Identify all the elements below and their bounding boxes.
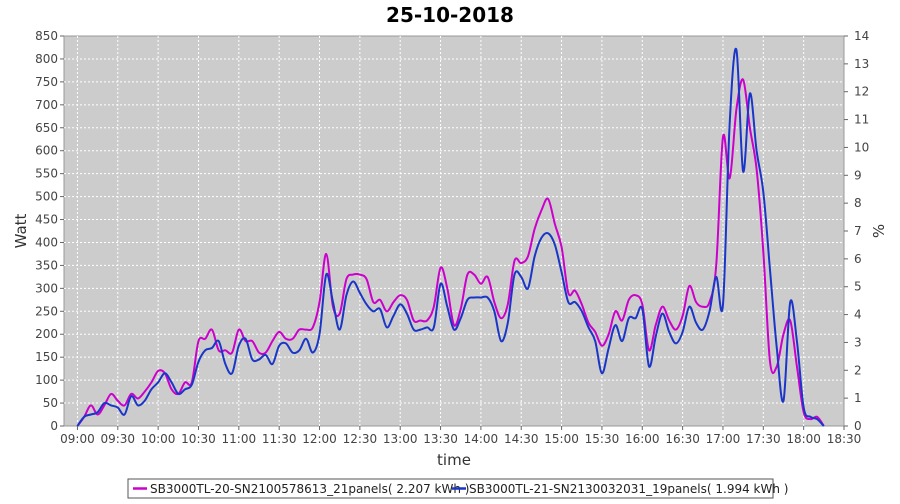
x-tick-label: 14:30 xyxy=(504,432,539,446)
x-tick-label: 09:30 xyxy=(100,432,135,446)
y-axis-label: Watt xyxy=(12,213,30,248)
x-axis-ticks: 09:00 09:30 10:00 10:30 11:00 11:30 12:00 12:30… xyxy=(60,426,861,446)
x-tick-label: 16:30 xyxy=(665,432,700,446)
y-tick-label: 0 xyxy=(50,419,58,433)
x-tick-label: 12:30 xyxy=(343,432,378,446)
x-tick-label: 18:00 xyxy=(786,432,821,446)
y2-tick-label: 10 xyxy=(854,140,869,154)
x-tick-label: 13:00 xyxy=(383,432,418,446)
x-tick-label: 18:30 xyxy=(827,432,862,446)
legend-label-2: SB3000TL-21-SN2130032031_19panels( 1.994… xyxy=(469,482,788,496)
y2-tick-label: 14 xyxy=(854,29,869,43)
y-axis-ticks: 0 50 100 150 200 250 300 350 400 450 500 550 600 650 7… xyxy=(35,29,64,433)
y2-tick-label: 0 xyxy=(854,419,862,433)
series-line-2 xyxy=(76,47,825,427)
y-tick-label: 100 xyxy=(35,373,58,387)
x-tick-label: 09:00 xyxy=(60,432,95,446)
y-tick-label: 200 xyxy=(35,327,58,341)
x-tick-label: 11:00 xyxy=(222,432,257,446)
y2-tick-label: 6 xyxy=(854,252,862,266)
y2-tick-label: 12 xyxy=(854,85,869,99)
x-tick-label: 15:30 xyxy=(585,432,620,446)
y-tick-label: 650 xyxy=(35,121,58,135)
x-tick-label: 15:00 xyxy=(544,432,579,446)
series-line-1 xyxy=(76,78,825,427)
x-tick-label: 12:00 xyxy=(302,432,337,446)
y2-tick-label: 2 xyxy=(854,363,862,377)
y-tick-label: 450 xyxy=(35,213,58,227)
legend-label-1: SB3000TL-20-SN2100578613_21panels( 2.207… xyxy=(150,482,469,496)
y-tick-label: 800 xyxy=(35,52,58,66)
y-tick-label: 500 xyxy=(35,190,58,204)
x-tick-label: 17:30 xyxy=(746,432,781,446)
y2-tick-label: 5 xyxy=(854,280,862,294)
y2-tick-label: 9 xyxy=(854,168,862,182)
y2-axis-label: % xyxy=(870,224,888,238)
legend: SB3000TL-20-SN2100578613_21panels( 2.207… xyxy=(127,478,788,499)
x-axis-label: time xyxy=(437,451,471,469)
y-tick-label: 350 xyxy=(35,258,58,272)
x-tick-label: 13:30 xyxy=(423,432,458,446)
y2-tick-label: 4 xyxy=(854,308,862,322)
y-tick-label: 550 xyxy=(35,167,58,181)
y2-tick-label: 7 xyxy=(854,224,862,238)
x-tick-label: 17:00 xyxy=(706,432,741,446)
x-tick-label: 10:00 xyxy=(141,432,176,446)
y2-tick-label: 13 xyxy=(854,57,869,71)
y2-tick-label: 1 xyxy=(854,391,862,405)
x-tick-label: 14:00 xyxy=(464,432,499,446)
x-tick-label: 16:00 xyxy=(625,432,660,446)
y-tick-label: 400 xyxy=(35,235,58,249)
series-lines xyxy=(76,47,825,427)
y-tick-label: 600 xyxy=(35,144,58,158)
y2-tick-label: 8 xyxy=(854,196,862,210)
y-tick-label: 850 xyxy=(35,29,58,43)
y-tick-label: 50 xyxy=(43,396,58,410)
y-tick-label: 750 xyxy=(35,75,58,89)
x-tick-label: 11:30 xyxy=(262,432,297,446)
y-tick-label: 150 xyxy=(35,350,58,364)
y2-tick-label: 3 xyxy=(854,335,862,349)
y-tick-label: 700 xyxy=(35,98,58,112)
grid xyxy=(64,36,844,426)
chart-title: 25-10-2018 xyxy=(386,3,514,27)
legend-box xyxy=(127,478,774,499)
y-tick-label: 300 xyxy=(35,281,58,295)
x-tick-label: 10:30 xyxy=(181,432,216,446)
y2-tick-label: 11 xyxy=(854,113,869,127)
y-tick-label: 250 xyxy=(35,304,58,318)
plot-area xyxy=(63,35,845,427)
